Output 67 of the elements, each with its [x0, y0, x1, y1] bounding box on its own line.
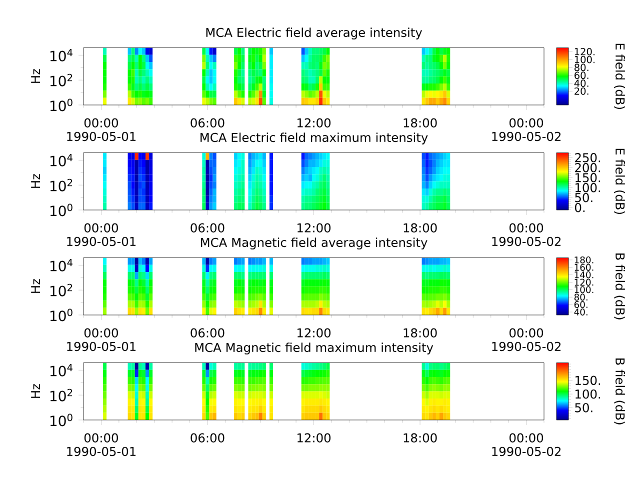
color-bar-label: 40.: [574, 80, 588, 87]
x-tick-label: 18:00: [404, 118, 437, 128]
y-tick-label: 10$^{0}$: [50, 414, 72, 426]
color-bar-title: B field (dB): [614, 358, 625, 424]
color-bar-label: 100.: [576, 389, 600, 399]
y-tick-label: 10$^{4}$: [50, 364, 72, 376]
y-tick-label: 10$^{2}$: [50, 284, 72, 296]
chart-title: MCA Electric field maximum intensity: [200, 132, 428, 144]
color-bar-label: 60.: [574, 72, 588, 80]
x-tick-label: 00:00 1990-05-01: [67, 223, 136, 246]
y-axis-title: Hz: [31, 279, 40, 293]
x-tick-label: 12:00: [298, 223, 331, 232]
color-bar-title: E field (dB): [614, 44, 625, 109]
color-bar-label: 150.: [576, 376, 600, 386]
y-tick-label: 10$^{4}$: [50, 154, 72, 166]
y-tick-label: 10$^{2}$: [50, 74, 72, 86]
x-tick-label: 00:00 1990-05-01: [67, 328, 136, 352]
color-bar-label: 80.: [574, 64, 588, 72]
color-bar-title: B field (dB): [614, 253, 625, 320]
color-bar-label: 0.: [575, 202, 585, 212]
y-axis-title: Hz: [31, 69, 40, 83]
y-tick-label: 10$^{0}$: [50, 204, 72, 216]
x-tick-label: 00:00 1990-05-02: [492, 433, 561, 456]
color-bar-label: 50.: [575, 403, 592, 412]
color-bar-title: E field (dB): [614, 148, 625, 214]
color-bar-label: 100.: [574, 286, 594, 294]
color-bar-label: 120.: [574, 48, 595, 56]
x-tick-label: 00:00 1990-05-01: [67, 118, 136, 142]
x-tick-label: 18:00: [404, 223, 437, 232]
color-bar-label: 80.: [574, 294, 588, 301]
chart-title: MCA Magnetic field average intensity: [200, 238, 428, 250]
chart-title: MCA Electric field average intensity: [206, 28, 422, 40]
color-bar-label: 150.: [576, 173, 600, 182]
x-tick-label: 12:00: [298, 118, 331, 128]
color-bar-label: 160.: [574, 264, 594, 271]
color-bar-label: 100.: [574, 56, 595, 64]
x-tick-label: 00:00 1990-05-02: [492, 328, 561, 352]
x-tick-label: 06:00: [190, 328, 224, 338]
x-tick-label: 18:00: [404, 328, 437, 338]
color-bar-label: 50.: [575, 192, 592, 202]
y-tick-label: 10$^{2}$: [50, 388, 72, 402]
color-bar-label: 20.: [574, 87, 588, 95]
color-bar-label: 40.: [574, 308, 588, 316]
x-tick-label: 00:00 1990-05-02: [492, 223, 561, 246]
y-axis-title: Hz: [31, 384, 40, 398]
x-tick-label: 00:00 1990-05-02: [492, 118, 561, 142]
y-tick-label: 10$^{0}$: [50, 98, 72, 112]
color-bar-label: 100.: [576, 183, 600, 192]
color-bar-label: 120.: [574, 278, 594, 286]
color-bar-label: 140.: [574, 271, 594, 278]
y-tick-label: 10$^{4}$: [50, 258, 72, 272]
y-tick-label: 10$^{4}$: [50, 48, 72, 62]
color-bar-label: 200.: [575, 163, 600, 172]
color-bar-label: 60.: [574, 301, 588, 308]
color-bar-label: 250.: [575, 153, 600, 162]
x-tick-label: 12:00: [298, 328, 331, 338]
x-tick-label: 06:00: [190, 223, 224, 232]
y-tick-label: 10$^{2}$: [50, 178, 72, 192]
x-tick-label: 12:00: [298, 433, 331, 442]
chart-title: MCA Magnetic field maximum intensity: [195, 342, 434, 354]
color-bar-label: 180.: [574, 256, 594, 264]
x-tick-label: 18:00: [404, 433, 437, 442]
x-tick-label: 06:00: [190, 433, 224, 442]
y-tick-label: 10$^{0}$: [50, 308, 72, 322]
y-axis-title: Hz: [31, 174, 40, 188]
x-tick-label: 00:00 1990-05-01: [67, 433, 136, 456]
x-tick-label: 06:00: [190, 118, 224, 128]
